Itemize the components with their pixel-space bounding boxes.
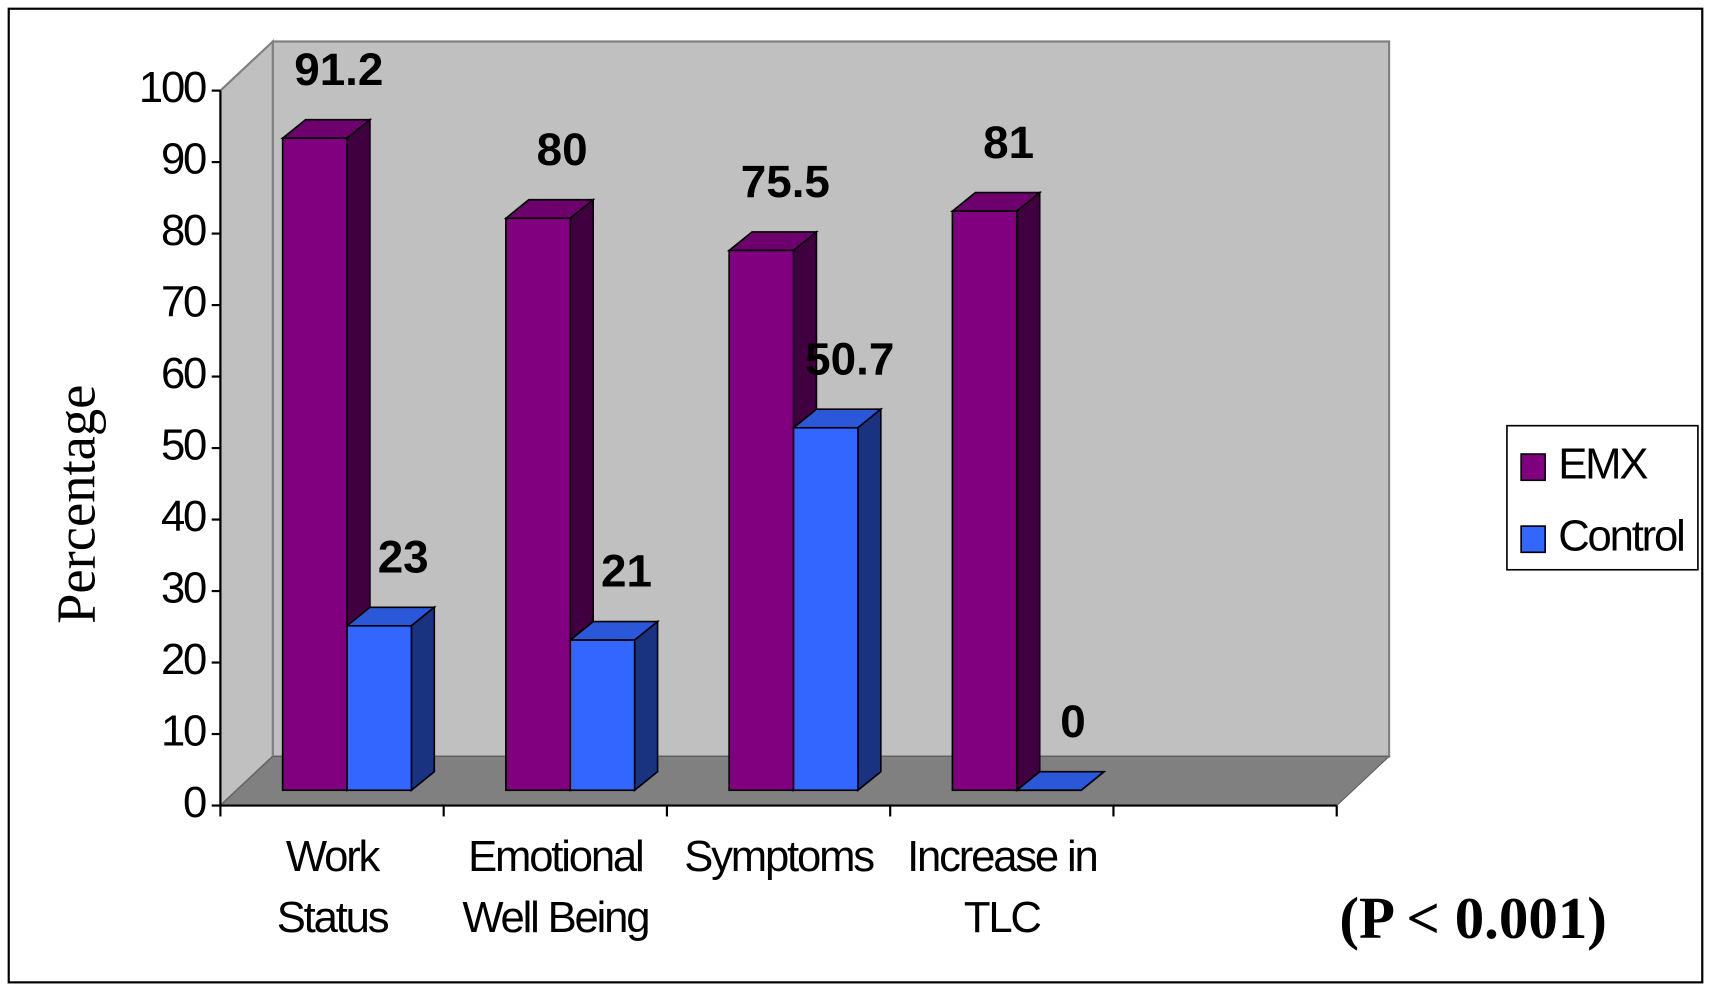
bar [950,190,1043,792]
bar-side [410,605,436,792]
x-tick-label: Symptoms [684,832,874,881]
side-wall [219,38,274,809]
bar-front [346,624,413,792]
bar-side [633,619,659,792]
bar-front [505,217,572,792]
bar [1014,770,1107,792]
bar-side [1080,771,1105,791]
value-label: 50.7 [805,333,894,384]
bar-front [281,137,348,792]
y-tick-label: 60 [161,349,206,398]
legend-label: Control [1558,512,1683,561]
y-tick-label: 90 [161,135,206,184]
x-tick-label: Increase in TLC [907,832,1096,942]
annotation: (P < 0.001) [1339,885,1607,951]
x-tick-label: Work Status [277,832,389,942]
y-tick-label: 100 [139,63,206,112]
value-label: 0 [1060,696,1085,747]
bar-side [1015,190,1041,792]
legend-swatch [1520,453,1546,482]
value-label: 80 [537,124,588,175]
y-tick-label: 40 [161,492,206,541]
bar-front [569,639,636,792]
value-label: 75.5 [741,156,830,207]
y-tick-label: 20 [161,635,206,684]
bar [791,407,884,792]
value-label: 21 [601,546,652,597]
bar-side [857,407,882,792]
bar [344,605,437,792]
bar-front [728,249,795,792]
bar-front [951,210,1018,792]
bar-front [792,426,859,792]
value-label: 91.2 [294,44,383,95]
y-tick-label: 10 [161,707,206,756]
y-axis-label: Percentage [45,385,106,624]
value-label: 23 [378,531,429,582]
y-tick-label: 80 [161,206,206,255]
y-tick-label: 30 [161,564,206,613]
y-tick-label: 0 [183,778,206,827]
bar [567,619,660,792]
x-tick-label: Emotional Well Being [462,832,648,942]
value-label: 81 [983,117,1034,168]
y-tick-label: 50 [161,421,206,470]
y-tick-label: 70 [161,278,206,327]
legend-label: EMX [1558,440,1648,489]
legend-swatch [1520,525,1546,554]
